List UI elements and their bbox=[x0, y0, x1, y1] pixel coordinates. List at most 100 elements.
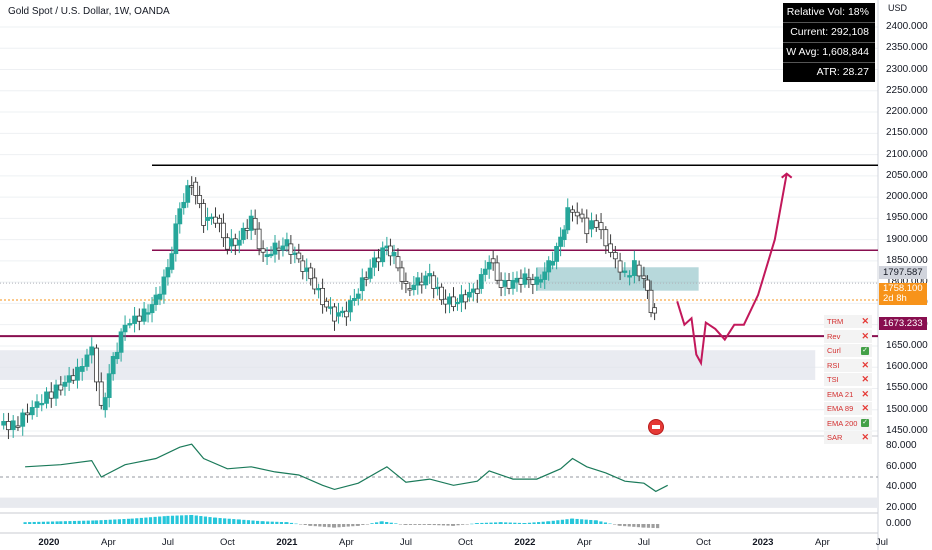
macd-bar bbox=[594, 520, 598, 524]
candle-body bbox=[371, 257, 377, 268]
macd-bar bbox=[50, 521, 55, 524]
candle-body bbox=[502, 280, 508, 287]
candle-body bbox=[407, 288, 413, 291]
candle-body bbox=[514, 277, 520, 283]
candle-body bbox=[122, 324, 128, 333]
macd-bar bbox=[86, 520, 90, 524]
candle-body bbox=[459, 294, 464, 303]
macd-bar bbox=[270, 521, 274, 524]
macd-bar bbox=[599, 521, 603, 524]
macd-bar bbox=[365, 524, 370, 525]
macd-bar bbox=[166, 515, 170, 524]
macd-bar bbox=[279, 521, 284, 524]
candle-body bbox=[288, 243, 294, 255]
signal-name: EMA 89 bbox=[827, 404, 854, 413]
current-price-label: 1758.100 2d 8h bbox=[879, 283, 927, 305]
candle-body bbox=[455, 301, 460, 305]
candle-body bbox=[579, 213, 585, 219]
candle-body bbox=[75, 366, 80, 381]
candle-body bbox=[213, 216, 218, 224]
macd-bar bbox=[441, 524, 446, 526]
candle-body bbox=[332, 306, 337, 322]
macd-bar bbox=[218, 518, 222, 524]
macd-bar bbox=[108, 519, 112, 524]
macd-bar bbox=[148, 517, 153, 524]
candle-body bbox=[205, 217, 210, 221]
rsi-tick-label: 60.000 bbox=[886, 460, 917, 472]
candle-body bbox=[439, 286, 445, 301]
currency-label: USD bbox=[888, 3, 908, 13]
candle-body bbox=[106, 373, 112, 398]
rsi-line bbox=[25, 443, 668, 493]
y-tick-label: 2150.000 bbox=[886, 127, 928, 139]
candle-body bbox=[451, 296, 456, 307]
signal-row: TRM ✕ bbox=[824, 315, 872, 328]
candle-body bbox=[395, 256, 401, 269]
candle-body bbox=[419, 281, 425, 286]
candle-body bbox=[280, 245, 286, 251]
candle-body bbox=[435, 286, 441, 290]
candle-body bbox=[110, 356, 116, 375]
signal-name: TRM bbox=[827, 317, 844, 326]
macd-bar bbox=[580, 519, 584, 524]
macd-bar bbox=[32, 521, 36, 524]
us-flag-icon[interactable] bbox=[648, 419, 664, 435]
macd-bar bbox=[23, 522, 27, 524]
candle-body bbox=[316, 287, 322, 291]
candle-body bbox=[380, 247, 386, 263]
macd-bar bbox=[413, 524, 417, 525]
candle-body bbox=[343, 310, 349, 318]
candle-body bbox=[232, 238, 238, 246]
signal-name: RSI bbox=[827, 360, 840, 370]
candle-body bbox=[570, 209, 575, 213]
candle-body bbox=[612, 252, 618, 260]
macd-bar bbox=[627, 524, 631, 527]
macd-bar bbox=[72, 520, 77, 524]
candle-body bbox=[84, 354, 90, 367]
candle-body bbox=[490, 258, 496, 264]
candle-body bbox=[494, 262, 500, 281]
candle-body bbox=[470, 288, 476, 293]
candle-body bbox=[272, 242, 278, 255]
candle-body bbox=[248, 215, 254, 231]
macd-bar bbox=[299, 524, 303, 525]
candle-body bbox=[486, 261, 492, 270]
macd-bar bbox=[370, 523, 374, 524]
candle-body bbox=[351, 298, 357, 301]
candle-body bbox=[209, 216, 214, 220]
y-tick-label: 1800.000 bbox=[886, 276, 928, 288]
candle-body bbox=[181, 201, 187, 209]
macd-bar bbox=[346, 524, 350, 527]
x-tick-label: 2020 bbox=[38, 537, 60, 548]
macd-bar bbox=[246, 520, 251, 524]
candle-body bbox=[550, 261, 556, 266]
stats-box: Relative Vol: 18% Current: 292,108 W Avg… bbox=[783, 3, 875, 82]
macd-bar bbox=[275, 521, 279, 524]
macd-bar bbox=[451, 524, 456, 526]
candle-body bbox=[427, 273, 433, 277]
candle-body bbox=[462, 294, 468, 303]
macd-bar bbox=[656, 524, 660, 529]
candle-body bbox=[554, 246, 560, 262]
candle-body bbox=[328, 306, 333, 309]
candle-body bbox=[79, 366, 85, 372]
candle-body bbox=[256, 228, 262, 250]
candle-body bbox=[631, 260, 637, 276]
macd-bar bbox=[327, 524, 331, 528]
macd-bar bbox=[389, 522, 393, 524]
y-tick-label: 1950.000 bbox=[886, 212, 928, 224]
candle-body bbox=[173, 223, 179, 255]
macd-bar bbox=[68, 521, 72, 524]
chart-title: Gold Spot / U.S. Dollar, 1W, OANDA bbox=[8, 6, 170, 17]
macd-bar bbox=[499, 522, 503, 524]
stat-current: Current: 292,108 bbox=[783, 23, 875, 43]
candle-body bbox=[252, 217, 258, 230]
candle-body bbox=[228, 238, 234, 247]
macd-bar bbox=[532, 522, 536, 524]
candle-body bbox=[336, 312, 341, 317]
macd-bar bbox=[59, 521, 63, 524]
candle-body bbox=[98, 381, 104, 406]
stat-relative-vol: Relative Vol: 18% bbox=[783, 3, 875, 23]
macd-bar bbox=[251, 520, 255, 524]
